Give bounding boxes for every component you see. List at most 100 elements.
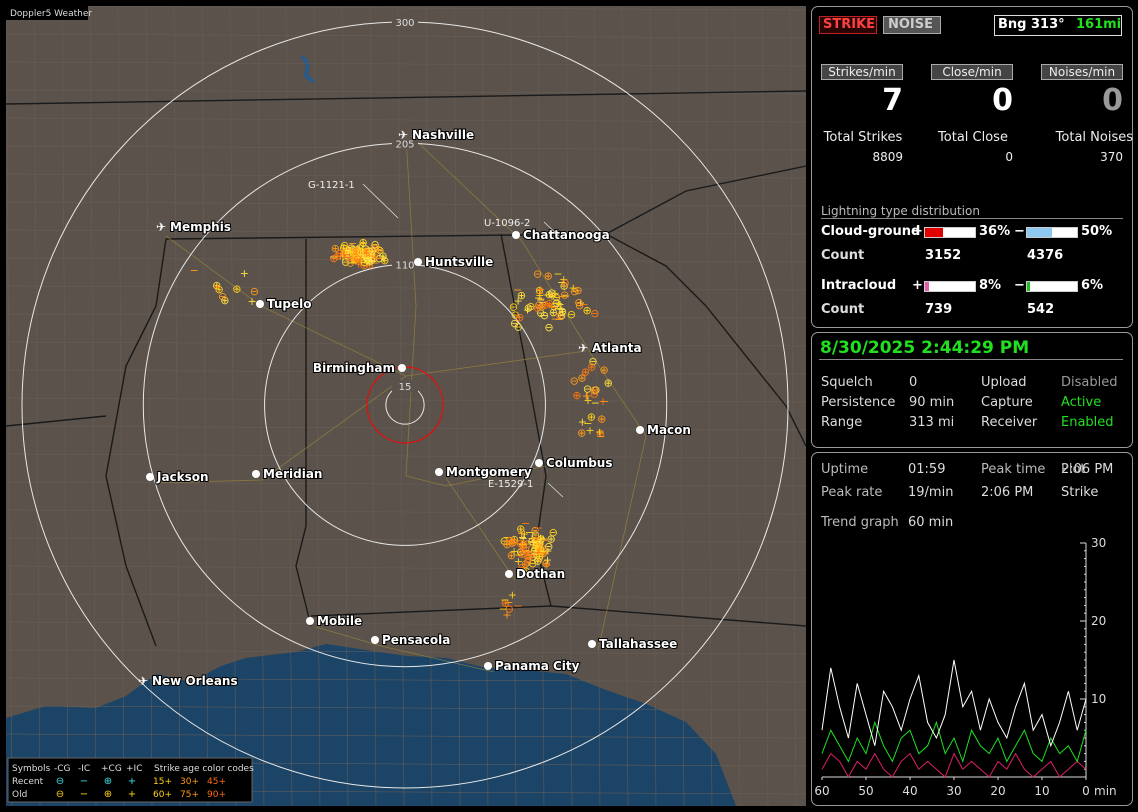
stat-label: Strike bbox=[1061, 485, 1099, 500]
strike-symbol: − bbox=[549, 301, 558, 314]
strike-symbol: ⊕ bbox=[357, 253, 366, 266]
strike-symbol: ⊕ bbox=[355, 241, 364, 254]
county-line bbox=[6, 733, 806, 739]
legend-symbol: ⊕ bbox=[104, 789, 112, 800]
strike-button[interactable] bbox=[819, 16, 877, 34]
road bbox=[165, 235, 587, 377]
county-line bbox=[649, 6, 657, 806]
strike-symbol: ⊖ bbox=[335, 247, 344, 260]
strike-symbol: ⊖ bbox=[514, 321, 523, 334]
strike-symbol: − bbox=[533, 548, 542, 561]
strike-symbol: ⊕ bbox=[556, 309, 565, 322]
strike-symbol: + bbox=[360, 251, 369, 264]
city-dot bbox=[414, 258, 422, 266]
strike-symbol: − bbox=[514, 549, 523, 562]
county-line bbox=[6, 621, 806, 627]
strike-symbol: ⊖ bbox=[218, 290, 227, 303]
county-line bbox=[6, 341, 806, 347]
strike-symbol: ⊖ bbox=[517, 561, 526, 574]
county-line bbox=[6, 313, 806, 319]
strike-symbol: − bbox=[555, 313, 564, 326]
strike-symbol: + bbox=[523, 303, 532, 316]
strike-symbol: ⊖ bbox=[510, 317, 519, 330]
strike-symbol: ⊖ bbox=[341, 256, 350, 269]
noise-button[interactable] bbox=[883, 16, 941, 34]
county-line bbox=[201, 6, 209, 806]
city-label: New Orleans bbox=[152, 674, 238, 688]
strike-symbol: + bbox=[545, 299, 554, 312]
strike-symbol: ⊖ bbox=[521, 558, 530, 571]
strike-symbol: ⊖ bbox=[552, 291, 561, 304]
strike-symbol: + bbox=[247, 295, 256, 308]
dist-percent: 50% bbox=[1081, 224, 1113, 239]
strike-symbol: ⊕ bbox=[506, 534, 515, 547]
x-tick-label: 40 bbox=[902, 784, 917, 798]
strike-symbol: ⊕ bbox=[362, 246, 371, 259]
trend-value: 60 min bbox=[908, 515, 954, 530]
strike-symbol: ⊕ bbox=[380, 254, 389, 267]
strike-symbol: + bbox=[513, 295, 522, 308]
strike-symbol: + bbox=[536, 532, 545, 545]
info-label: Persistence bbox=[821, 395, 896, 410]
strike-symbol: − bbox=[591, 384, 600, 397]
x-tick-label: 50 bbox=[858, 784, 873, 798]
strike-symbol: ⊕ bbox=[329, 252, 338, 265]
strike-symbol: − bbox=[532, 535, 541, 548]
county-line bbox=[509, 6, 517, 806]
strike-symbol: ⊖ bbox=[250, 285, 259, 298]
county-line bbox=[6, 61, 806, 67]
y-tick-label: 20 bbox=[1091, 614, 1106, 628]
state-line bbox=[605, 233, 806, 447]
strike-symbol: ⊕ bbox=[587, 411, 596, 424]
strike-symbol: − bbox=[521, 544, 530, 557]
city-dot bbox=[371, 636, 379, 644]
strike-symbol: ⊕ bbox=[541, 299, 550, 312]
strike-symbol: + bbox=[347, 245, 356, 258]
strike-symbol: ⊕ bbox=[354, 248, 363, 261]
info-value: Disabled bbox=[1061, 375, 1118, 390]
strike-symbol: ⊕ bbox=[352, 245, 361, 258]
trend-label: Trend graph bbox=[821, 515, 899, 530]
strike-symbol: ⊖ bbox=[560, 289, 569, 302]
legend-symbol: ⊕ bbox=[104, 776, 112, 787]
strike-symbol: ⊖ bbox=[528, 557, 537, 570]
ring-label: 205 bbox=[395, 139, 414, 150]
dist-rule bbox=[821, 218, 1123, 219]
dist-label: Cloud-ground bbox=[821, 224, 921, 239]
strike-symbol: ⊕ bbox=[358, 236, 367, 249]
strike-symbol: ⊕ bbox=[521, 565, 530, 578]
strike-symbol: ⊖ bbox=[370, 238, 379, 251]
strike-symbol: ⊖ bbox=[350, 248, 359, 261]
city-label: Dothan bbox=[516, 567, 565, 581]
strike-symbol: ⊕ bbox=[374, 243, 383, 256]
state-line bbox=[500, 233, 552, 607]
strike-symbol: ⊖ bbox=[530, 544, 539, 557]
strike-symbol: + bbox=[339, 244, 348, 257]
ring-label: 300 bbox=[395, 18, 414, 29]
strike-symbol: ⊕ bbox=[220, 294, 229, 307]
distance: 161mi bbox=[1076, 17, 1122, 32]
strike-symbol: + bbox=[535, 287, 544, 300]
strike-symbol: ⊖ bbox=[509, 300, 518, 313]
strike-symbol: + bbox=[213, 280, 222, 293]
legend-header: +CG bbox=[101, 764, 122, 774]
strike-symbol: + bbox=[556, 298, 565, 311]
strike-symbol: − bbox=[362, 250, 371, 263]
strike-symbol: ⊕ bbox=[531, 534, 540, 547]
city-label: Chattanooga bbox=[523, 228, 610, 242]
stat-value: 01:59 bbox=[908, 462, 946, 477]
noise-button-label: NOISE bbox=[888, 17, 934, 32]
strike-symbol: ⊖ bbox=[361, 243, 370, 256]
strike-symbol: + bbox=[367, 255, 376, 268]
strike-symbol: ⊖ bbox=[530, 534, 539, 547]
strike-symbol: + bbox=[583, 394, 592, 407]
strike-symbol: ⊕ bbox=[349, 251, 358, 264]
strike-symbol: + bbox=[529, 536, 538, 549]
strike-symbol: + bbox=[354, 242, 363, 255]
strike-symbol: ⊖ bbox=[523, 556, 532, 569]
dist-bar bbox=[1027, 228, 1052, 237]
dist-sign: − bbox=[1014, 224, 1025, 239]
strike-symbol: ⊖ bbox=[350, 246, 359, 259]
strike-symbol: − bbox=[350, 255, 359, 268]
info-label: Range bbox=[821, 415, 863, 430]
